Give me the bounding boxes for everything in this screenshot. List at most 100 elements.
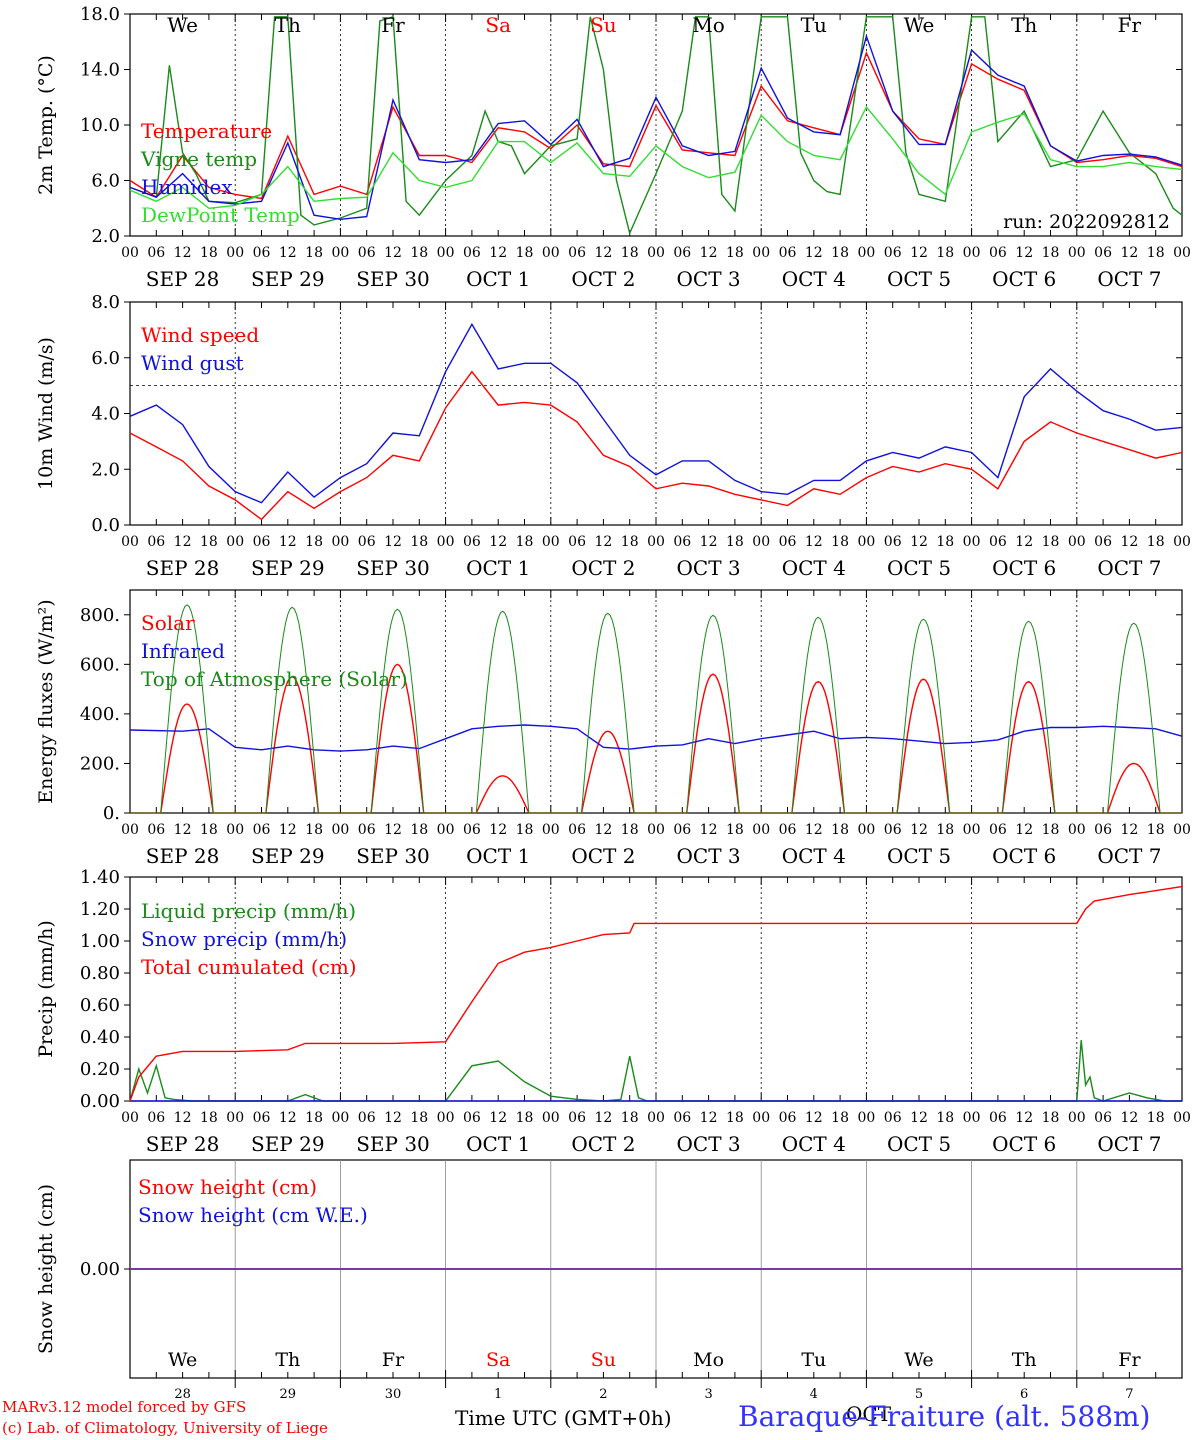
hour-tick-label: 18 bbox=[726, 245, 744, 261]
date-label: OCT 6 bbox=[992, 844, 1056, 868]
hour-tick-label: 06 bbox=[568, 534, 586, 550]
day-name-top: We bbox=[904, 13, 935, 37]
text-layer: 2.06.010.014.018.02m Temp. (°C)00 06 12 18 0… bbox=[35, 4, 1191, 1402]
hour-tick-label: 06 bbox=[568, 822, 586, 838]
day-name-bottom: Fr bbox=[1118, 1349, 1141, 1371]
hour-tick-label: 12 bbox=[279, 245, 297, 261]
station-title: Baraque-Fraiture (alt. 588m) bbox=[738, 1400, 1151, 1433]
y-tick-label: 1.20 bbox=[80, 899, 120, 920]
hour-tick-label: 12 bbox=[384, 822, 402, 838]
hour-tick-label: 12 bbox=[805, 534, 823, 550]
day-name-top: Sa bbox=[485, 13, 511, 37]
hour-tick-label: 18 bbox=[936, 822, 954, 838]
day-number: 1 bbox=[494, 1387, 502, 1402]
hour-tick-label: 06 bbox=[463, 822, 481, 838]
legend-gust: Wind gust bbox=[141, 351, 244, 375]
hour-tick-label: 12 bbox=[1015, 245, 1033, 261]
hour-tick-label: 12 bbox=[384, 245, 402, 261]
hour-tick-label: 00 bbox=[437, 822, 455, 838]
hour-tick-label: 00 bbox=[1068, 1110, 1086, 1126]
series-infrared-line bbox=[129, 724, 1183, 752]
hour-tick-label: 18 bbox=[1042, 245, 1060, 261]
hour-tick-label: 00 bbox=[857, 1110, 875, 1126]
day-number: 2 bbox=[599, 1387, 607, 1402]
hour-tick-label: 06 bbox=[989, 1110, 1007, 1126]
hour-tick-label: 06 bbox=[1094, 822, 1112, 838]
hour-tick-label: 06 bbox=[463, 534, 481, 550]
hour-tick-label: 00 bbox=[331, 534, 349, 550]
legend-liquid: Liquid precip (mm/h) bbox=[141, 899, 356, 923]
day-name-top: Mo bbox=[692, 13, 725, 37]
hour-tick-label: 12 bbox=[174, 822, 192, 838]
hour-tick-label: 18 bbox=[1042, 534, 1060, 550]
date-label: OCT 4 bbox=[782, 267, 846, 291]
hour-tick-label: 00 bbox=[647, 534, 665, 550]
day-number: 4 bbox=[810, 1387, 818, 1402]
hour-tick-label: 06 bbox=[779, 822, 797, 838]
series-cumul-line bbox=[129, 885, 1183, 1102]
day-number: 3 bbox=[704, 1387, 712, 1402]
hour-tick-label: 00 bbox=[121, 534, 139, 550]
y-tick-label: 6.0 bbox=[91, 348, 120, 369]
hour-tick-label: 12 bbox=[489, 534, 507, 550]
date-label: OCT 7 bbox=[1097, 267, 1161, 291]
y-tick-label: 1.40 bbox=[80, 867, 120, 888]
legend-temperature: Temperature bbox=[141, 119, 272, 143]
hour-tick-label: 00 bbox=[226, 534, 244, 550]
date-label: SEP 29 bbox=[251, 844, 325, 868]
series-gust-line bbox=[129, 322, 1183, 504]
hour-tick-label: 00 bbox=[1173, 1110, 1191, 1126]
hour-tick-label: 06 bbox=[463, 1110, 481, 1126]
y-tick-label: 8.0 bbox=[91, 292, 120, 313]
hour-tick-label: 18 bbox=[831, 1110, 849, 1126]
hour-tick-label: 00 bbox=[963, 822, 981, 838]
legend-snow: Snow precip (mm/h) bbox=[141, 927, 347, 951]
day-number: 5 bbox=[915, 1387, 923, 1402]
hour-tick-label: 00 bbox=[1173, 245, 1191, 261]
date-label: OCT 1 bbox=[466, 1132, 530, 1156]
hour-tick-label: 18 bbox=[1147, 534, 1165, 550]
hour-tick-label: 00 bbox=[857, 245, 875, 261]
date-label: OCT 4 bbox=[782, 556, 846, 580]
y-tick-label: 14.0 bbox=[80, 60, 120, 81]
hour-tick-label: 06 bbox=[884, 822, 902, 838]
legend-toa: Top of Atmosphere (Solar) bbox=[141, 667, 408, 691]
hour-tick-label: 00 bbox=[1068, 534, 1086, 550]
hour-tick-label: 00 bbox=[752, 245, 770, 261]
hour-tick-label: 18 bbox=[1147, 1110, 1165, 1126]
time-axis-title: Time UTC (GMT+0h) bbox=[455, 1406, 672, 1430]
hour-tick-label: 00 bbox=[1068, 822, 1086, 838]
series-layer bbox=[129, 15, 1183, 1270]
hour-tick-label: 00 bbox=[752, 822, 770, 838]
hour-tick-label: 00 bbox=[647, 245, 665, 261]
hour-tick-label: 00 bbox=[752, 1110, 770, 1126]
hour-tick-label: 12 bbox=[910, 1110, 928, 1126]
y-tick-label: 0.00 bbox=[80, 1091, 120, 1112]
day-name-top: Fr bbox=[381, 13, 405, 37]
date-label: OCT 4 bbox=[782, 844, 846, 868]
day-number: 29 bbox=[280, 1387, 297, 1402]
day-name-bottom: Mo bbox=[693, 1349, 724, 1371]
hour-tick-label: 12 bbox=[805, 245, 823, 261]
hour-tick-label: 18 bbox=[1147, 822, 1165, 838]
hour-tick-label: 00 bbox=[542, 534, 560, 550]
hour-tick-label: 12 bbox=[1120, 534, 1138, 550]
day-name-top: Tu bbox=[801, 13, 827, 37]
hour-tick-label: 06 bbox=[463, 245, 481, 261]
hour-tick-label: 18 bbox=[621, 534, 639, 550]
hour-tick-label: 06 bbox=[253, 534, 271, 550]
legend-vigne: Vigne temp bbox=[140, 147, 257, 171]
y-tick-label: 1.00 bbox=[80, 931, 120, 952]
hour-tick-label: 12 bbox=[174, 245, 192, 261]
legend-snowh: Snow height (cm) bbox=[138, 1175, 317, 1199]
hour-tick-label: 06 bbox=[884, 1110, 902, 1126]
hour-tick-label: 18 bbox=[200, 534, 218, 550]
date-label: OCT 7 bbox=[1097, 1132, 1161, 1156]
hour-tick-label: 06 bbox=[1094, 1110, 1112, 1126]
hour-tick-label: 18 bbox=[726, 1110, 744, 1126]
date-label: OCT 2 bbox=[571, 1132, 635, 1156]
hour-tick-label: 18 bbox=[621, 245, 639, 261]
hour-tick-label: 06 bbox=[1094, 245, 1112, 261]
hour-tick-label: 00 bbox=[437, 1110, 455, 1126]
hour-tick-label: 18 bbox=[200, 822, 218, 838]
